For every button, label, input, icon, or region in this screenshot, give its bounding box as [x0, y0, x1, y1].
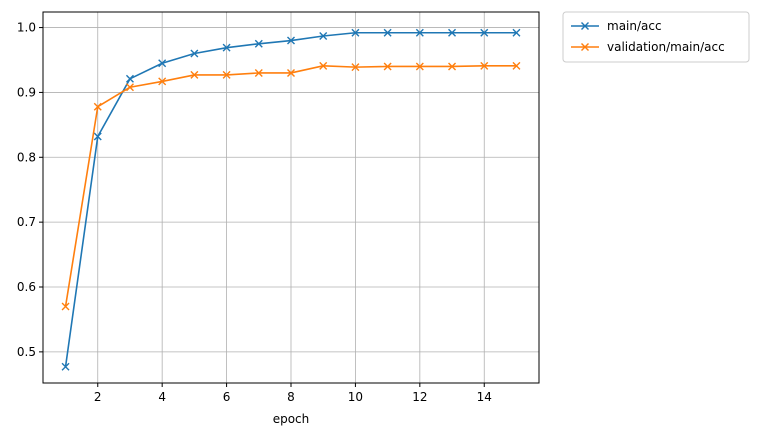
data-point — [190, 49, 199, 58]
legend-entry: main/acc — [571, 19, 662, 33]
series-layer — [61, 28, 521, 371]
legend-marker — [581, 22, 589, 30]
x-tick-label: 4 — [158, 390, 166, 404]
x-tick-label: 10 — [348, 390, 363, 404]
data-point — [415, 62, 424, 71]
x-axis-label: epoch — [273, 412, 310, 426]
series-0 — [61, 28, 521, 371]
legend-entry: validation/main/acc — [571, 40, 725, 54]
data-point — [254, 39, 263, 48]
y-tick-label: 0.6 — [17, 280, 36, 294]
data-point — [158, 77, 167, 86]
data-point — [222, 43, 231, 52]
data-point — [61, 362, 70, 371]
data-point — [125, 83, 134, 92]
data-point — [383, 28, 392, 37]
data-point — [93, 132, 102, 141]
data-point — [448, 28, 457, 37]
legend-label: main/acc — [607, 19, 662, 33]
legend-box — [562, 11, 750, 63]
data-point — [415, 28, 424, 37]
y-tick-label: 0.5 — [17, 345, 36, 359]
y-axis: 0.5 0.6 0.7 0.8 0.9 1.0 — [17, 21, 43, 359]
legend-marker — [581, 43, 589, 51]
data-point — [319, 32, 328, 40]
grid — [43, 12, 539, 383]
data-point — [222, 70, 231, 79]
data-point — [383, 62, 392, 71]
data-point — [351, 28, 360, 37]
x-axis: 2 4 6 8 10 12 14 — [94, 383, 492, 404]
data-point — [480, 61, 489, 70]
data-point — [448, 62, 457, 71]
legend: main/acc validation/main/acc — [562, 11, 750, 63]
data-point — [158, 59, 167, 68]
data-point — [190, 70, 199, 79]
y-tick-label: 0.9 — [17, 85, 36, 99]
data-point — [93, 102, 102, 111]
data-point — [480, 28, 489, 37]
y-tick-label: 0.7 — [17, 215, 36, 229]
x-tick-label: 12 — [412, 390, 427, 404]
data-point — [61, 302, 70, 311]
x-tick-label: 2 — [94, 390, 102, 404]
x-tick-label: 14 — [477, 390, 492, 404]
data-point — [319, 61, 328, 70]
x-tick-label: 8 — [287, 390, 295, 404]
data-point — [125, 74, 134, 83]
legend-label: validation/main/acc — [607, 40, 725, 54]
data-point — [512, 28, 521, 37]
data-point — [287, 68, 295, 77]
data-point — [351, 63, 360, 72]
series-1 — [61, 61, 521, 311]
data-point — [254, 68, 263, 77]
data-point — [287, 36, 295, 45]
data-point — [512, 61, 521, 70]
y-tick-label: 1.0 — [17, 21, 36, 35]
x-tick-label: 6 — [223, 390, 231, 404]
y-tick-label: 0.8 — [17, 150, 36, 164]
